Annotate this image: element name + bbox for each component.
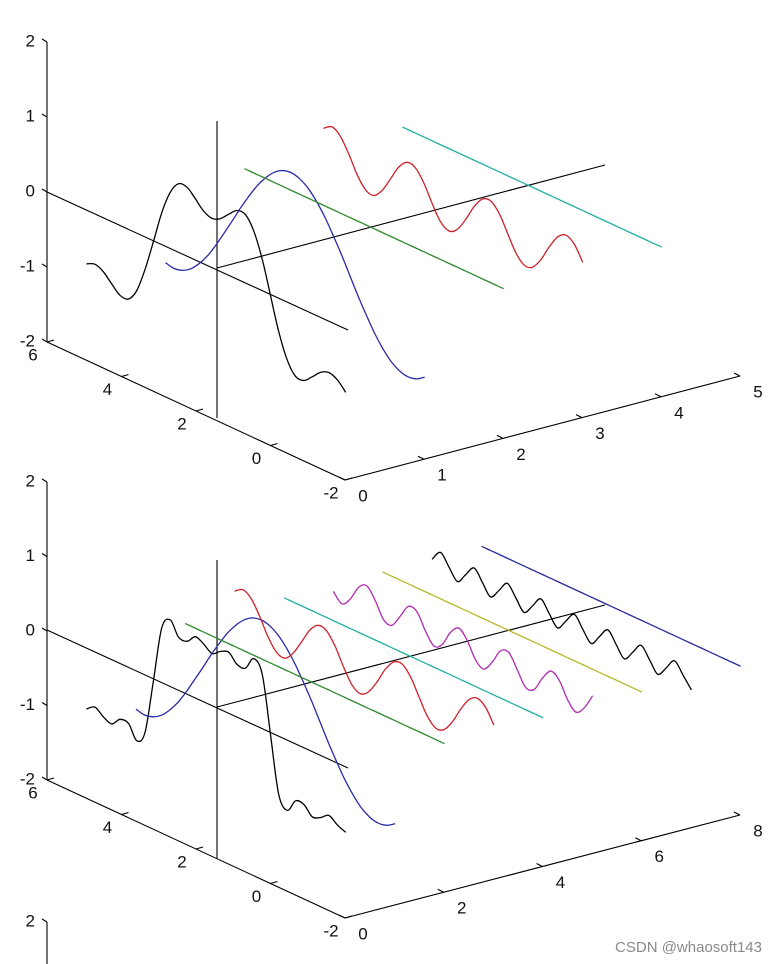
series-line <box>431 551 692 691</box>
tick-mark <box>270 442 278 447</box>
y-tick-label: 6 <box>28 783 37 802</box>
tick-mark <box>575 414 583 419</box>
tick-mark <box>41 702 48 706</box>
watermark: CSDN @whaosoft143 <box>615 939 762 956</box>
x-tick-label: 8 <box>753 821 762 840</box>
x-axis <box>344 375 741 481</box>
tick-mark <box>46 339 55 343</box>
y-tick-label: 2 <box>177 414 186 433</box>
tick-mark <box>41 478 48 483</box>
series-line <box>234 588 495 731</box>
y-tick-label: 0 <box>252 449 261 468</box>
z-tick-label: 2 <box>26 31 35 50</box>
series-line <box>165 169 425 380</box>
tick-mark <box>635 837 642 842</box>
series-line <box>135 617 396 826</box>
y-tick-label: -2 <box>323 921 338 940</box>
series-line <box>283 597 544 719</box>
z-tick-label: -2 <box>20 769 35 788</box>
tick-mark <box>41 776 48 781</box>
z-tick-label: -2 <box>20 331 35 350</box>
tick-mark <box>733 811 741 816</box>
tick-mark <box>733 372 741 377</box>
x-tick-label: 4 <box>556 873 565 892</box>
x-tick-label: 3 <box>595 424 604 443</box>
tick-mark <box>270 880 278 885</box>
tick-mark <box>344 915 353 919</box>
x-tick-label: 1 <box>437 466 446 485</box>
x-tick-label: 2 <box>516 445 525 464</box>
tick-mark <box>338 914 346 919</box>
tick-mark <box>41 38 48 43</box>
tick-mark <box>417 455 425 460</box>
tick-mark <box>41 338 48 343</box>
series-line <box>184 622 445 745</box>
tick-mark <box>654 393 662 398</box>
z-tick-label: 1 <box>26 106 35 125</box>
z-tick-label: 0 <box>26 620 35 639</box>
tick-mark <box>41 553 48 557</box>
tick-mark <box>41 188 48 193</box>
z-tick-label: 2 <box>26 471 35 490</box>
tick-mark <box>41 918 48 923</box>
x-tick-label: 0 <box>358 486 367 505</box>
x-tick-label: 4 <box>674 403 683 422</box>
tick-mark <box>121 811 129 816</box>
series-line <box>382 571 643 693</box>
y-tick-label: 6 <box>28 345 37 364</box>
tick-mark <box>536 863 543 867</box>
tick-mark <box>46 777 55 781</box>
z-tick-label: 1 <box>26 546 35 565</box>
y-tick-label: 0 <box>252 887 261 906</box>
series-line <box>323 125 584 269</box>
tick-mark <box>41 627 48 632</box>
tick-mark <box>496 434 504 439</box>
series-line <box>86 182 347 393</box>
series-line <box>244 168 504 290</box>
tick-mark <box>437 888 444 893</box>
series-line <box>402 126 662 248</box>
reference-line <box>46 191 349 331</box>
reference-line <box>46 629 349 769</box>
y-tick-label: -2 <box>323 483 338 502</box>
x-tick-label: 0 <box>358 924 367 943</box>
x-tick-label: 5 <box>753 382 762 401</box>
y-tick-label: 2 <box>177 852 186 871</box>
tick-mark <box>121 373 129 378</box>
series-line <box>86 618 347 833</box>
z-tick-label: 0 <box>26 181 35 200</box>
x-tick-label: 2 <box>457 899 466 918</box>
tick-mark <box>344 477 353 481</box>
tick-mark <box>338 476 346 481</box>
y-tick-label: 4 <box>103 818 112 837</box>
z-tick-label: -1 <box>20 695 35 714</box>
tick-mark <box>41 263 48 268</box>
z-tick-label: -1 <box>20 256 35 275</box>
tick-mark <box>41 113 48 118</box>
x-tick-label: 6 <box>655 847 664 866</box>
y-tick-label: 4 <box>103 380 112 399</box>
reference-line <box>216 164 606 269</box>
tick-mark <box>195 846 204 850</box>
z-tick-label: 2 <box>26 911 35 930</box>
series-line <box>332 584 594 714</box>
series-line <box>481 545 741 667</box>
tick-mark <box>195 408 204 412</box>
